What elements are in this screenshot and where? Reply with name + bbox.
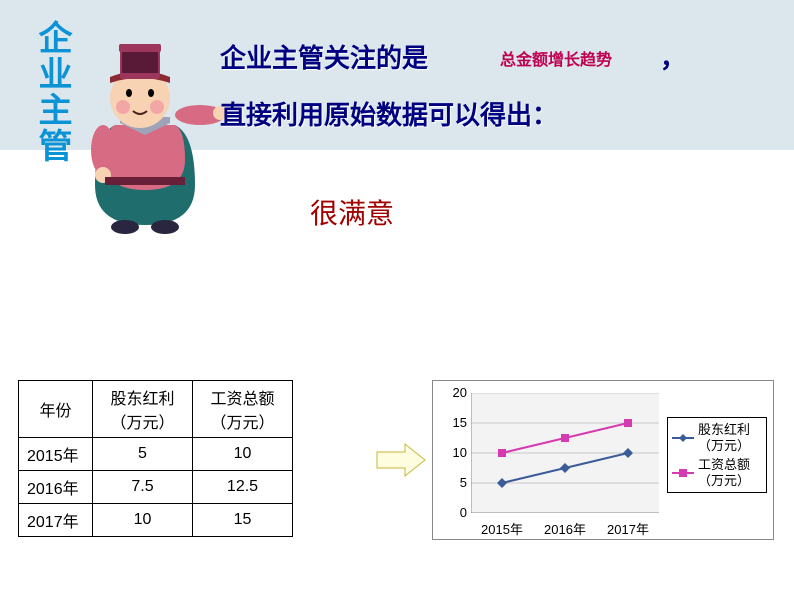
cell: 10 (193, 438, 293, 471)
xtick: 2016年 (540, 519, 590, 538)
col-dividend: 股东红利 （万元） (93, 381, 193, 438)
ytick: 10 (439, 445, 467, 460)
cell: 15 (193, 504, 293, 537)
ytick: 20 (439, 385, 467, 400)
ytick: 0 (439, 505, 467, 520)
col-year: 年份 (19, 381, 93, 438)
cell: 2017年 (19, 504, 93, 537)
comma: ， (660, 38, 686, 75)
cell: 7.5 (93, 471, 193, 504)
cartoon-official-icon (65, 35, 225, 235)
cell: 12.5 (193, 471, 293, 504)
cell: 2015年 (19, 438, 93, 471)
chart-svg (471, 393, 659, 513)
legend-label: 股东红利（万元） (698, 422, 762, 453)
cell: 2016年 (19, 471, 93, 504)
table-row: 2017年 10 15 (19, 504, 293, 537)
satisfy-text: 很满意 (310, 192, 394, 232)
xtick: 2017年 (603, 519, 653, 538)
plot-area (471, 393, 659, 513)
table-header-row: 年份 股东红利 （万元） 工资总额 （万元） (19, 381, 293, 438)
cell: 10 (93, 504, 193, 537)
right-arrow-icon (375, 440, 427, 480)
line-chart: 0 5 10 15 20 2015年 2016年 2017年 股东红利（万元） … (432, 380, 774, 540)
table-row: 2015年 5 10 (19, 438, 293, 471)
xtick: 2015年 (477, 519, 527, 538)
line1-text: 企业主管关注的是 (220, 38, 428, 75)
col-wage: 工资总额 （万元） (193, 381, 293, 438)
chart-legend: 股东红利（万元） 工资总额（万元） (667, 417, 767, 493)
data-table: 年份 股东红利 （万元） 工资总额 （万元） 2015年 5 10 2016年 … (18, 380, 293, 537)
legend-label: 工资总额（万元） (698, 457, 762, 488)
legend-item: 股东红利（万元） (672, 422, 762, 453)
ytick: 15 (439, 415, 467, 430)
ytick: 5 (439, 475, 467, 490)
highlight-text: 总金额增长趋势 (500, 46, 612, 70)
line2-text: 直接利用原始数据可以得出： (220, 95, 558, 132)
legend-item: 工资总额（万元） (672, 457, 762, 488)
cell: 5 (93, 438, 193, 471)
table-row: 2016年 7.5 12.5 (19, 471, 293, 504)
